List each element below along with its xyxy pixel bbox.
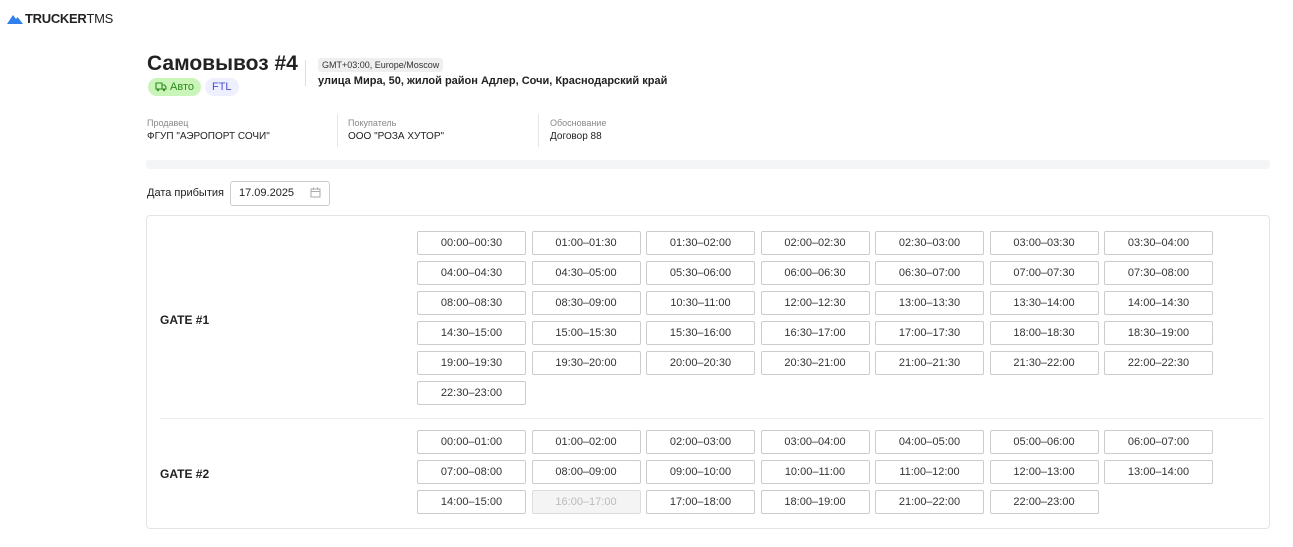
time-slot-button[interactable]: 06:00–07:00 <box>1104 430 1213 454</box>
transport-badge: Авто <box>148 78 201 96</box>
time-slot-button[interactable]: 11:00–12:00 <box>875 460 984 484</box>
time-slot-button[interactable]: 03:30–04:00 <box>1104 231 1213 255</box>
time-slot-button[interactable]: 13:00–14:00 <box>1104 460 1213 484</box>
timezone-badge: GMT+03:00, Europe/Moscow <box>318 58 444 72</box>
gate-1-label: GATE #1 <box>160 313 210 327</box>
time-slot-button[interactable]: 02:30–03:00 <box>875 231 984 255</box>
time-slot-button[interactable]: 01:00–02:00 <box>531 430 641 454</box>
arrival-date-input[interactable]: 17.09.2025 <box>230 181 330 206</box>
logo[interactable]: TRUCKER TMS <box>7 11 113 26</box>
gate-2-label: GATE #2 <box>160 467 210 481</box>
time-slot-button[interactable]: 06:00–06:30 <box>760 261 870 285</box>
time-slot-button[interactable]: 05:00–06:00 <box>989 430 1099 454</box>
time-slot-button[interactable]: 21:00–22:00 <box>875 490 984 514</box>
time-slot-button[interactable]: 07:00–07:30 <box>989 261 1099 285</box>
time-slot-button[interactable]: 09:00–10:00 <box>646 460 755 484</box>
buyer-value: ООО "РОЗА ХУТОР" <box>348 131 445 142</box>
time-slot-button[interactable]: 03:00–03:30 <box>989 231 1099 255</box>
time-slot-button[interactable]: 19:30–20:00 <box>531 351 641 375</box>
time-slot-button[interactable]: 07:00–08:00 <box>417 460 526 484</box>
time-slot-button[interactable]: 08:00–09:00 <box>531 460 641 484</box>
time-slot-button[interactable]: 01:30–02:00 <box>646 231 755 255</box>
time-slot-button[interactable]: 13:30–14:00 <box>989 291 1099 315</box>
badge-label: Авто <box>170 81 194 93</box>
time-slot-button[interactable]: 02:00–03:00 <box>646 430 755 454</box>
time-slot-button[interactable]: 19:00–19:30 <box>417 351 526 375</box>
time-slot-button[interactable]: 08:30–09:00 <box>531 291 641 315</box>
time-slot-button[interactable]: 16:30–17:00 <box>760 321 870 345</box>
time-slot-button[interactable]: 15:30–16:00 <box>646 321 755 345</box>
logo-mountain-icon <box>7 14 23 24</box>
time-slot-button[interactable]: 18:00–19:00 <box>760 490 870 514</box>
time-slot-button[interactable]: 10:00–11:00 <box>760 460 870 484</box>
ftl-badge: FTL <box>204 78 239 96</box>
time-slot-button[interactable]: 10:30–11:00 <box>646 291 755 315</box>
time-slot-button[interactable]: 17:00–18:00 <box>646 490 755 514</box>
arrival-date-label: Дата прибытия <box>147 187 224 199</box>
time-slot-button[interactable]: 00:00–01:00 <box>417 430 526 454</box>
seller-label: Продавец <box>147 118 189 128</box>
logo-text: TMS <box>86 11 113 26</box>
time-slot-button[interactable]: 03:00–04:00 <box>760 430 870 454</box>
time-slot-button[interactable]: 20:00–20:30 <box>646 351 755 375</box>
buyer-label: Покупатель <box>348 118 397 128</box>
logo-text-bold: TRUCKER <box>25 11 87 26</box>
divider <box>538 114 539 147</box>
buyer: Покупатель ООО "РОЗА ХУТОР" <box>348 118 444 142</box>
time-slot-button[interactable]: 12:00–12:30 <box>760 291 870 315</box>
time-slot-button[interactable]: 04:00–05:00 <box>875 430 984 454</box>
time-slot-button: 16:00–17:00 <box>531 490 641 514</box>
time-slot-button[interactable]: 22:00–23:00 <box>989 490 1099 514</box>
time-slot-button[interactable]: 07:30–08:00 <box>1104 261 1213 285</box>
gates-card: GATE #1 00:00–00:30 01:00–01:30 01:30–02:0… <box>146 215 1270 529</box>
time-slot-button[interactable]: 01:00–01:30 <box>531 231 641 255</box>
basis-value: Договор 88 <box>550 131 602 142</box>
seller-value: ФГУП "АЭРОПОРТ СОЧИ" <box>147 131 270 142</box>
time-slot-button[interactable]: 04:00–04:30 <box>417 261 526 285</box>
time-slot-button[interactable]: 00:00–00:30 <box>417 231 526 255</box>
time-slot-button[interactable]: 21:00–21:30 <box>875 351 984 375</box>
time-slot-button[interactable]: 12:00–13:00 <box>989 460 1099 484</box>
divider <box>160 418 1263 419</box>
time-slot-button[interactable]: 05:30–06:00 <box>646 261 755 285</box>
time-slot-button[interactable]: 14:00–14:30 <box>1104 291 1213 315</box>
basis-label: Обоснование <box>550 118 607 128</box>
gate-1-slots: 00:00–00:30 01:00–01:30 01:30–02:00 02:00–0… <box>417 231 1213 405</box>
section-bar <box>146 160 1270 169</box>
arrival-date-value: 17.09.2025 <box>239 187 295 199</box>
truck-icon <box>155 82 167 92</box>
time-slot-button[interactable]: 04:30–05:00 <box>531 261 641 285</box>
divider <box>337 114 338 147</box>
time-slot-button[interactable]: 18:00–18:30 <box>989 321 1099 345</box>
time-slot-button[interactable]: 14:00–15:00 <box>417 490 526 514</box>
calendar-icon[interactable] <box>310 187 321 198</box>
time-slot-button[interactable]: 02:00–02:30 <box>760 231 870 255</box>
time-slot-button[interactable]: 22:30–23:00 <box>417 381 526 405</box>
time-slot-button[interactable]: 15:00–15:30 <box>531 321 641 345</box>
time-slot-button[interactable]: 18:30–19:00 <box>1104 321 1213 345</box>
time-slot-button[interactable]: 06:30–07:00 <box>875 261 984 285</box>
divider <box>305 60 306 86</box>
address: улица Мира, 50, жилой район Адлер, Сочи,… <box>318 75 668 87</box>
time-slot-button[interactable]: 14:30–15:00 <box>417 321 526 345</box>
time-slot-button[interactable]: 17:00–17:30 <box>875 321 984 345</box>
gate-2-slots: 00:00–01:00 01:00–02:00 02:00–03:00 03:00–0… <box>417 430 1213 514</box>
page-title: Самовывоз #4 <box>147 52 298 75</box>
time-slot-button[interactable]: 22:00–22:30 <box>1104 351 1213 375</box>
time-slot-button[interactable]: 08:00–08:30 <box>417 291 526 315</box>
time-slot-button[interactable]: 20:30–21:00 <box>760 351 870 375</box>
time-slot-button[interactable]: 13:00–13:30 <box>875 291 984 315</box>
seller: Продавец ФГУП "АЭРОПОРТ СОЧИ" <box>147 118 270 142</box>
time-slot-button[interactable]: 21:30–22:00 <box>989 351 1099 375</box>
basis: Обоснование Договор 88 <box>550 118 606 142</box>
